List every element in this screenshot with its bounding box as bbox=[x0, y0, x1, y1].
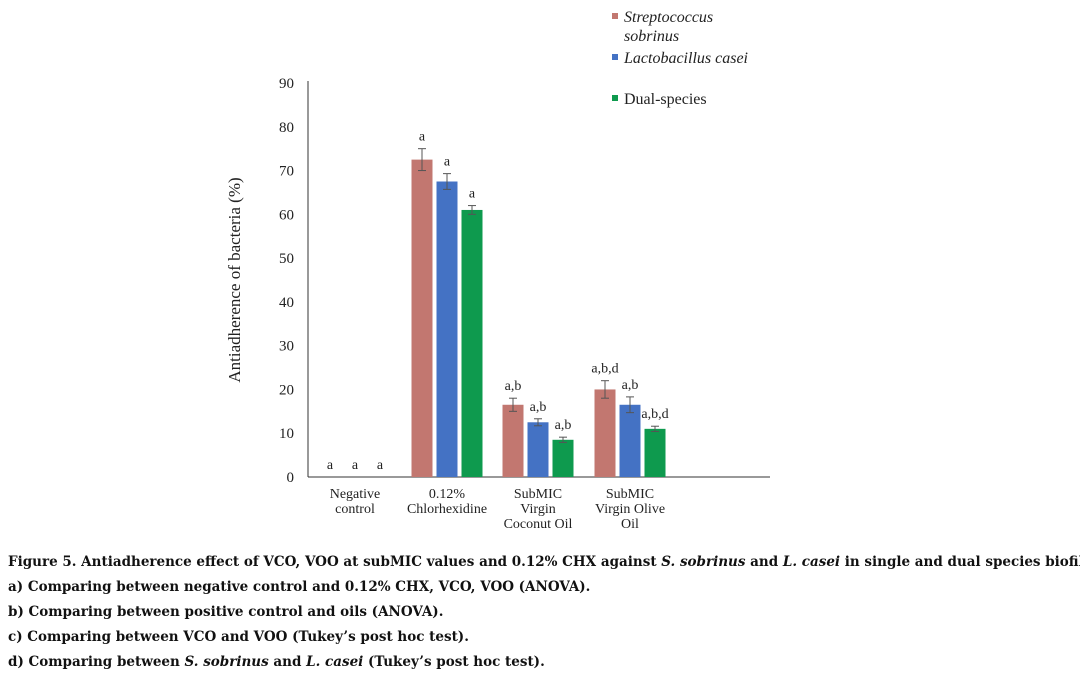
bar bbox=[527, 422, 549, 477]
caption-species-1: S. sobrinus bbox=[661, 554, 746, 570]
caption-note-a: a) Comparing between negative control an… bbox=[8, 579, 591, 595]
y-tick-label: 80 bbox=[279, 120, 294, 136]
caption-title: Figure 5. Antiadherence effect of VCO, V… bbox=[8, 550, 1080, 575]
x-tick-label: Chlorhexidine bbox=[407, 502, 487, 517]
caption-note-d: d) Comparing between S. sobrinus and L. … bbox=[8, 650, 1076, 675]
y-tick-label: 70 bbox=[279, 164, 294, 180]
bar-chart: 0 10 20 30 40 50 60 70 80 90 Antiadherence of bact… bbox=[225, 9, 770, 532]
x-tick-label: Negative bbox=[330, 487, 381, 502]
significance-label: a,b,d bbox=[591, 362, 618, 377]
y-tick-label: 90 bbox=[279, 76, 294, 92]
caption-note-b: b) Comparing between positive control an… bbox=[8, 604, 444, 620]
x-tick-label: Coconut Oil bbox=[504, 517, 573, 532]
bar bbox=[411, 159, 433, 477]
significance-label: a bbox=[352, 458, 359, 473]
bar bbox=[552, 439, 574, 477]
bar bbox=[594, 389, 616, 477]
significance-label: a bbox=[419, 130, 426, 145]
significance-label: a,b bbox=[505, 379, 522, 394]
x-tick-label: control bbox=[335, 502, 375, 517]
significance-label: a bbox=[469, 187, 476, 202]
caption-note-d-suffix: (Tukey’s post hoc test). bbox=[363, 654, 545, 670]
bar bbox=[619, 404, 641, 477]
x-tick-label: 0.12% bbox=[429, 487, 466, 502]
legend-label: Lactobacillus casei bbox=[623, 50, 748, 67]
x-tick-label: Virgin bbox=[520, 502, 555, 517]
bar bbox=[644, 428, 666, 477]
y-axis-label: Antiadherence of bacteria (%) bbox=[225, 177, 244, 382]
y-tick-label: 40 bbox=[279, 295, 294, 311]
caption-note-c: c) Comparing between VCO and VOO (Tukey’… bbox=[8, 629, 469, 645]
x-tick-label: Virgin Olive bbox=[595, 502, 665, 517]
significance-label: a,b,d bbox=[641, 407, 668, 422]
legend-swatch bbox=[612, 54, 618, 60]
legend-label: sobrinus bbox=[624, 28, 679, 45]
caption-title-suffix: in single and dual species biofilms. bbox=[844, 554, 1080, 570]
caption-title-text: Figure 5. Antiadherence effect of VCO, V… bbox=[8, 554, 662, 570]
figure-caption: Figure 5. Antiadherence effect of VCO, V… bbox=[8, 550, 1080, 675]
y-tick-label: 20 bbox=[279, 382, 294, 398]
y-tick-label: 60 bbox=[279, 207, 294, 223]
y-tick-label: 0 bbox=[287, 470, 295, 486]
caption-note-d-text: d) Comparing between bbox=[8, 654, 185, 670]
caption-note-d-species-2: L. casei bbox=[306, 654, 364, 670]
legend-swatch bbox=[612, 13, 618, 19]
significance-label: a bbox=[327, 458, 334, 473]
x-tick-label: SubMIC bbox=[606, 487, 654, 502]
x-tick-label: SubMIC bbox=[514, 487, 562, 502]
significance-label: a,b bbox=[622, 378, 639, 393]
legend-label: Streptococcus bbox=[624, 9, 713, 26]
y-tick-label: 50 bbox=[279, 251, 294, 267]
y-tick-label: 10 bbox=[279, 426, 294, 442]
significance-label: a bbox=[377, 458, 384, 473]
legend-swatch bbox=[612, 95, 618, 101]
significance-label: a,b bbox=[555, 418, 572, 433]
caption-note-d-species-1: S. sobrinus bbox=[184, 654, 269, 670]
bar bbox=[461, 209, 483, 477]
bar bbox=[502, 404, 524, 477]
caption-species-2: L. casei bbox=[782, 554, 841, 570]
caption-and: and bbox=[745, 554, 783, 570]
caption-note-d-and: and bbox=[268, 654, 307, 670]
legend-label: Dual-species bbox=[624, 91, 707, 108]
y-tick-label: 30 bbox=[279, 339, 294, 355]
bar bbox=[436, 181, 458, 477]
significance-label: a,b bbox=[530, 400, 547, 415]
x-tick-label: Oil bbox=[621, 517, 639, 532]
significance-label: a bbox=[444, 155, 451, 170]
